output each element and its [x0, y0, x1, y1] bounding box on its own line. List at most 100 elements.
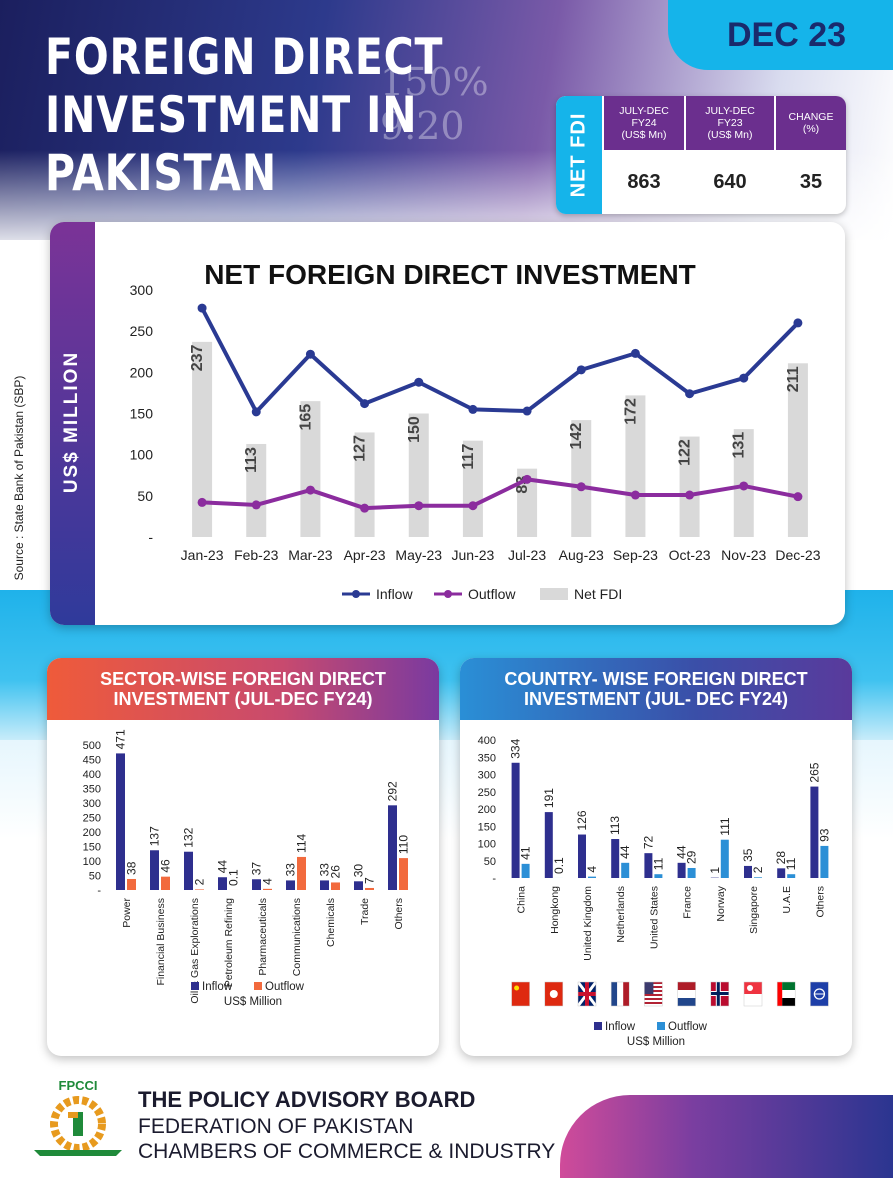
fy24-value: 863	[627, 170, 661, 193]
outflow-data-label: 0.1	[227, 869, 241, 886]
footer-decoration	[560, 1095, 893, 1178]
usa-flag	[644, 981, 663, 1007]
x-tick-label: Jun-23	[452, 547, 495, 563]
outflow-data-label: 11	[784, 857, 798, 870]
inflow-bar	[218, 877, 227, 890]
net-fdi-data-label: 237	[189, 344, 206, 371]
y-tick-label: 500	[83, 740, 101, 752]
sector-bar-chart: - 50 100 150 200 250 300 350 400 450 500 471 38 Power…	[83, 729, 411, 1008]
inflow-data-label: 126	[575, 810, 589, 830]
legend-swatch-outflow	[657, 1022, 665, 1030]
org-line-1: THE POLICY ADVISORY BOARD	[138, 1087, 476, 1112]
inflow-point	[739, 373, 749, 383]
outflow-point	[414, 501, 424, 511]
outflow-point	[630, 490, 640, 500]
y-tick-label: 300	[83, 798, 101, 810]
period-badge: DEC 23	[668, 0, 893, 70]
x-tick-label: Dec-23	[775, 547, 820, 563]
y-tick-label: 300	[478, 770, 496, 782]
net-fdi-chart-card: US$ MILLION NET FOREIGN DIRECT INVESTMEN…	[50, 222, 845, 625]
x-tick-label: Aug-23	[559, 547, 604, 563]
x-tick-label: Financial Business	[155, 898, 167, 986]
norway-flag	[710, 981, 730, 1007]
net-fdi-summary-table: NET FDI JULY-DEC FY24 (US$ Mn) JULY-DEC FY2…	[556, 96, 846, 214]
inflow-data-label: 30	[352, 864, 366, 878]
net-fdi-bar	[571, 420, 592, 537]
page-title: FOREIGN DIRECT INVESTMENT IN PAKISTAN	[45, 28, 443, 202]
x-tick-label: Communications	[291, 898, 303, 976]
inflow-point	[576, 365, 586, 375]
inflow-bar	[777, 868, 786, 878]
outflow-bar	[365, 887, 374, 890]
legend-label-inflow: Inflow	[202, 981, 233, 993]
outflow-point	[522, 474, 532, 484]
hongkong-flag	[544, 981, 564, 1007]
y-tick-label: 450	[83, 755, 101, 767]
legend-marker	[444, 590, 452, 598]
x-tick-label: Jan-23	[181, 547, 224, 563]
outflow-data-label: 38	[125, 861, 139, 875]
outflow-data-label: 2	[751, 866, 765, 873]
y-tick-label: 350	[478, 752, 496, 764]
y-tick-label: 100	[130, 447, 154, 463]
legend-label-outflow: Outflow	[265, 981, 305, 993]
inflow-point	[305, 349, 315, 359]
unit-label: US$ Million	[224, 996, 282, 1008]
inflow-bar	[544, 812, 553, 878]
legend-label-outflow: Outflow	[668, 1021, 708, 1033]
x-tick-label: United States	[648, 886, 660, 949]
net-fdi-data-label: 127	[352, 435, 369, 462]
outflow-bar	[331, 882, 340, 890]
y-tick-label: 200	[83, 827, 101, 839]
chart-title: NET FOREIGN DIRECT INVESTMENT	[204, 259, 696, 290]
outflow-bar	[263, 888, 272, 890]
y-tick-label: 50	[484, 856, 496, 868]
inflow-point	[793, 318, 803, 328]
outflow-bar	[754, 877, 762, 878]
x-tick-label: United Kingdom	[582, 886, 594, 961]
net-fdi-label: NET FDI	[567, 112, 590, 198]
net-fdi-data-label: 122	[677, 439, 694, 466]
outflow-data-label: 4	[585, 866, 599, 873]
y-tick-label: -	[148, 529, 153, 545]
y-tick-label: 400	[478, 735, 496, 747]
y-tick-label: 250	[83, 813, 101, 825]
x-tick-label: France	[682, 886, 694, 919]
inflow-bar	[611, 839, 620, 878]
x-tick-label: Feb-23	[234, 547, 279, 563]
org-line-2: FEDERATION OF PAKISTAN	[138, 1115, 414, 1138]
inflow-data-label: 334	[509, 738, 523, 758]
fy23-value: 640	[713, 170, 747, 193]
inflow-bar	[354, 881, 363, 890]
inflow-bar	[150, 850, 159, 890]
outflow-point	[685, 490, 695, 500]
inflow-data-label: 1	[708, 867, 722, 874]
y-tick-label: 50	[89, 871, 101, 883]
legend-label-inflow: Inflow	[605, 1021, 636, 1033]
outflow-bar	[654, 874, 663, 878]
net-fdi-bar	[192, 341, 213, 537]
y-tick-label: 100	[478, 839, 496, 851]
x-tick-label: Sep-23	[613, 547, 658, 563]
inflow-point	[414, 377, 424, 387]
y-tick-label: 100	[83, 856, 101, 868]
net-fdi-data-label: 172	[622, 398, 639, 425]
net-fdi-data-label: 211	[785, 366, 802, 392]
outflow-data-label: 4	[261, 878, 275, 885]
netherlands-flag	[610, 981, 630, 1007]
inflow-point	[197, 303, 207, 313]
y-tick-label: -	[492, 873, 496, 885]
outflow-bar	[720, 839, 729, 878]
y-tick-label: -	[97, 885, 101, 897]
inflow-point	[685, 389, 695, 399]
inflow-data-label: 28	[774, 851, 788, 865]
outflow-point	[360, 503, 370, 513]
legend-swatch	[540, 588, 568, 600]
inflow-data-label: 137	[148, 826, 162, 846]
outflow-bar	[621, 862, 630, 878]
legend-label: Inflow	[376, 586, 413, 602]
outflow-data-label: 110	[397, 835, 411, 854]
outflow-data-label: 11	[651, 857, 665, 870]
inflow-bar	[644, 853, 653, 878]
inflow-data-label: 37	[250, 862, 264, 876]
